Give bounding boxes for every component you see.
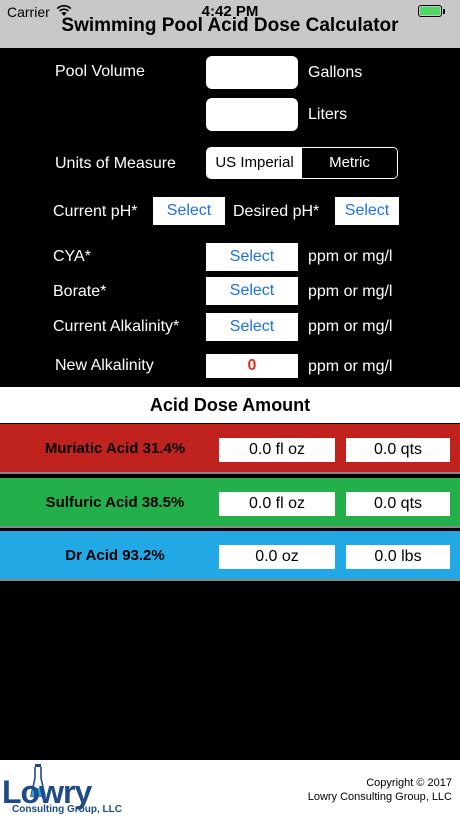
- desired-ph-label: Desired pH*: [233, 203, 320, 220]
- footer: Lowry Consulting Group, LLC Copyright © …: [0, 760, 460, 818]
- logo-wordmark: Lowry: [2, 774, 92, 810]
- alkalinity-select-button[interactable]: Select: [206, 313, 298, 341]
- gallons-unit-label: Gallons: [308, 64, 363, 81]
- title-bar: Carrier 4:42 PM Swimming Pool Acid Dose …: [0, 0, 460, 48]
- acid-name: Sulfuric Acid 38.5%: [45, 494, 185, 511]
- borate-select-button[interactable]: Select: [206, 277, 298, 305]
- cya-select-button[interactable]: Select: [206, 243, 298, 271]
- battery-tip: [443, 9, 445, 14]
- cya-label: CYA*: [53, 248, 91, 265]
- pool-volume-label: Pool Volume: [55, 63, 145, 80]
- new-alkalinity-value: 0: [206, 354, 298, 378]
- liters-unit-label: Liters: [308, 106, 348, 123]
- units-segmented-control: US Imperial Metric: [206, 147, 398, 179]
- desired-ph-select-button[interactable]: Select: [335, 197, 399, 225]
- gallons-input[interactable]: [206, 56, 298, 89]
- units-of-measure-label: Units of Measure: [55, 155, 176, 172]
- copyright-line: Copyright © 2017: [366, 777, 452, 789]
- battery-icon: [418, 5, 442, 17]
- acid-value-primary: 0.0 oz: [219, 545, 335, 569]
- liters-input[interactable]: [206, 98, 298, 131]
- logo-subtitle: Consulting Group, LLC: [12, 804, 122, 815]
- acid-value-primary: 0.0 fl oz: [219, 492, 335, 516]
- page-title: Swimming Pool Acid Dose Calculator: [61, 15, 399, 36]
- new-alkalinity-label: New Alkalinity: [55, 357, 154, 374]
- current-alkalinity-label: Current Alkalinity*: [53, 318, 180, 335]
- acid-row-sulfuric: Sulfuric Acid 38.5% 0.0 fl oz 0.0 qts: [0, 478, 460, 528]
- wifi-icon: [56, 5, 72, 16]
- carrier-label: Carrier: [7, 4, 50, 20]
- beaker-icon: [30, 764, 46, 797]
- acid-name: Muriatic Acid 31.4%: [44, 440, 186, 457]
- acid-value-secondary: 0.0 qts: [346, 492, 450, 516]
- battery-fill: [420, 7, 440, 15]
- acid-name: Dr Acid 93.2%: [65, 547, 165, 564]
- borate-label: Borate*: [53, 283, 107, 300]
- acid-dose-header: Acid Dose Amount: [0, 387, 460, 423]
- company-logo: Lowry Consulting Group, LLC: [2, 760, 136, 818]
- acid-value-secondary: 0.0 qts: [346, 438, 450, 462]
- acid-value-secondary: 0.0 lbs: [346, 545, 450, 569]
- units-option-metric[interactable]: Metric: [302, 148, 397, 178]
- cya-unit-label: ppm or mg/l: [308, 248, 393, 265]
- borate-unit-label: ppm or mg/l: [308, 283, 393, 300]
- units-option-us-imperial[interactable]: US Imperial: [207, 148, 302, 178]
- copyright-notice: Copyright © 2017 Lowry Consulting Group,…: [308, 776, 452, 804]
- current-ph-label: Current pH*: [53, 203, 138, 220]
- acid-row-muriatic: Muriatic Acid 31.4% 0.0 fl oz 0.0 qts: [0, 424, 460, 474]
- current-ph-select-button[interactable]: Select: [153, 197, 225, 225]
- copyright-company: Lowry Consulting Group, LLC: [307, 791, 452, 803]
- status-time: 4:42 PM: [201, 3, 259, 20]
- acid-row-dr-acid: Dr Acid 93.2% 0.0 oz 0.0 lbs: [0, 531, 460, 581]
- alkalinity-unit-label: ppm or mg/l: [308, 318, 393, 335]
- new-alkalinity-unit-label: ppm or mg/l: [308, 358, 393, 375]
- acid-value-primary: 0.0 fl oz: [219, 438, 335, 462]
